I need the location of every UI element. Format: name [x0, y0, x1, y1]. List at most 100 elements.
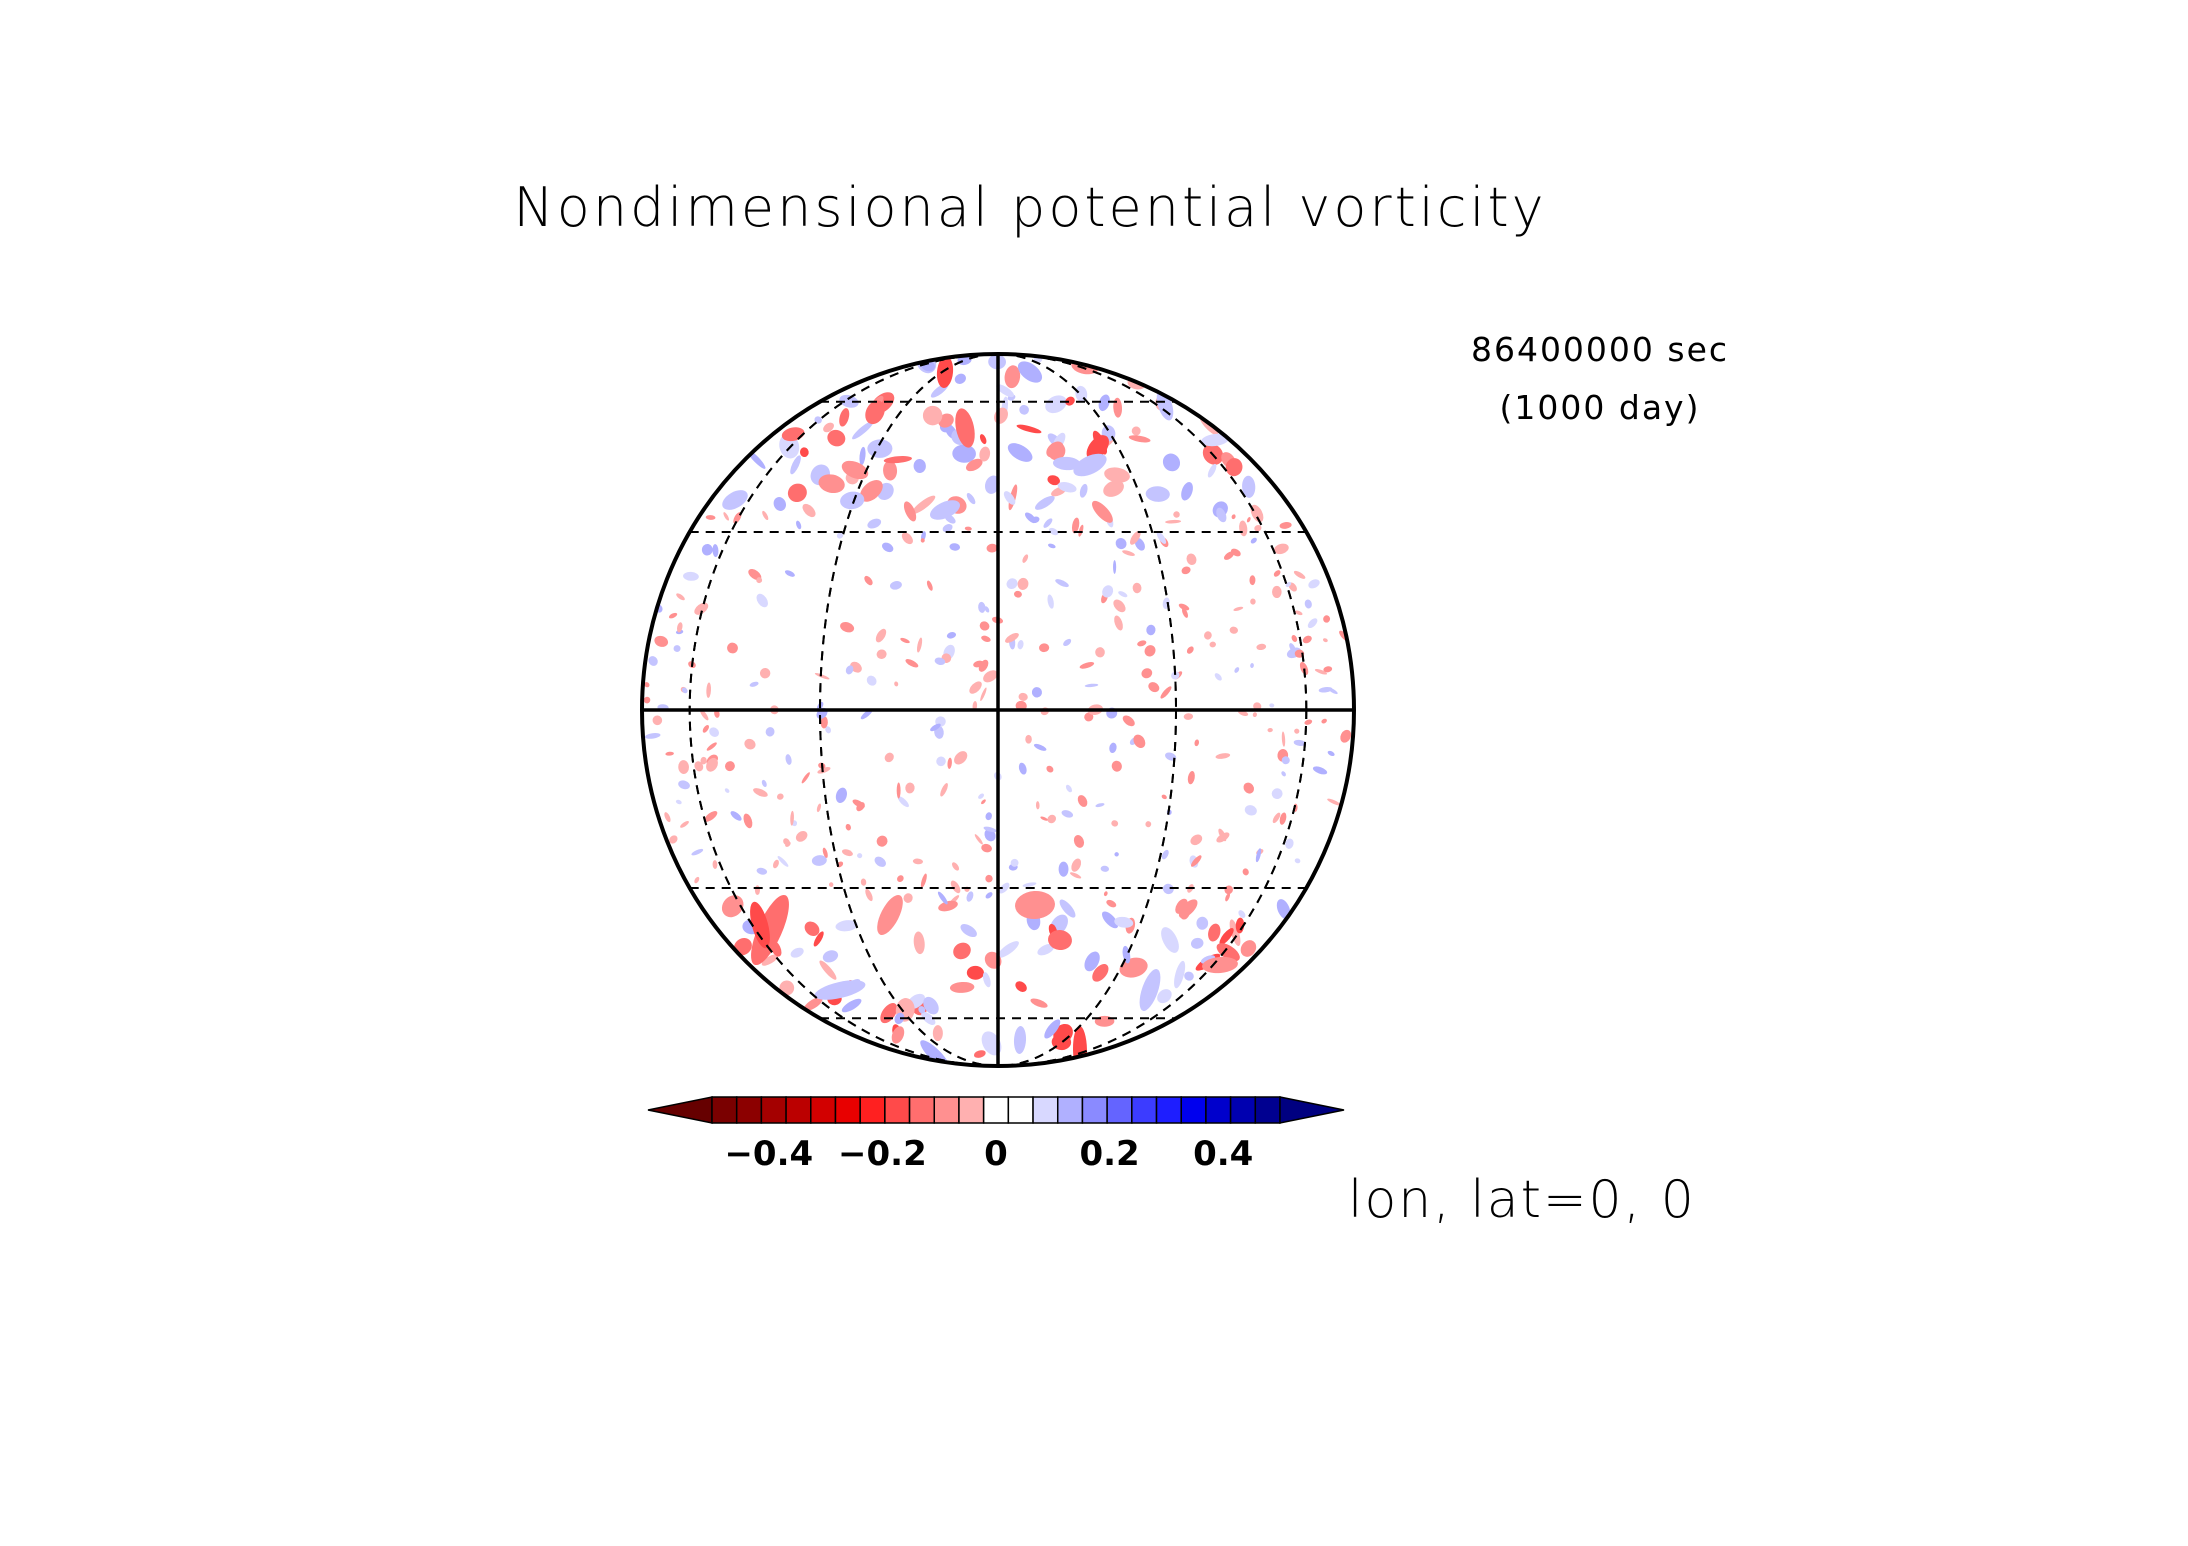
negative-vorticity-patch [1294, 728, 1300, 734]
negative-vorticity-patch [1272, 812, 1281, 824]
positive-vorticity-patch [1031, 516, 1040, 524]
positive-vorticity-patch [918, 1006, 926, 1014]
negative-vorticity-patch [903, 501, 917, 522]
negative-vorticity-patch [865, 888, 873, 902]
negative-vorticity-patch [1294, 610, 1303, 616]
positive-vorticity-patch [1003, 491, 1016, 505]
negative-vorticity-patch [1190, 834, 1203, 846]
negative-vorticity-patch [1018, 692, 1028, 701]
negative-vorticity-patch [814, 673, 830, 680]
positive-vorticity-patch [1095, 803, 1105, 808]
positive-vorticity-patch [835, 920, 858, 932]
positive-vorticity-patch [857, 853, 863, 859]
view-center-label: lon, lat=0, 0 [1348, 1170, 1696, 1230]
positive-vorticity-patch [836, 532, 844, 539]
negative-vorticity-patch [1130, 530, 1141, 545]
negative-vorticity-patch [896, 782, 901, 799]
positive-vorticity-patch [675, 799, 682, 805]
positive-vorticity-patch [984, 475, 1000, 494]
negative-vorticity-patch [1252, 712, 1257, 718]
negative-vorticity-patch [680, 820, 689, 828]
positive-vorticity-patch [1156, 531, 1167, 544]
negative-vorticity-patch [817, 767, 831, 774]
positive-vorticity-patch [790, 455, 801, 475]
positive-vorticity-patch [1102, 585, 1114, 598]
colorbar-tick-label: 0.4 [1193, 1134, 1254, 1174]
positive-vorticity-patch [1216, 507, 1227, 523]
positive-vorticity-patch [1162, 883, 1174, 895]
positive-vorticity-patch [1308, 579, 1320, 589]
negative-vorticity-patch [1321, 718, 1327, 724]
positive-vorticity-patch [822, 950, 839, 963]
vorticity-feature [877, 894, 903, 936]
colorbar-cell [810, 1096, 837, 1124]
positive-vorticity-patch [1289, 643, 1296, 653]
negative-vorticity-patch [1017, 577, 1029, 590]
negative-vorticity-patch [1216, 943, 1240, 962]
globe-outline [640, 352, 1356, 1068]
positive-vorticity-patch [1114, 916, 1134, 928]
positive-vorticity-patch [1181, 482, 1193, 501]
negative-vorticity-patch [979, 621, 990, 631]
positive-vorticity-patch [1293, 739, 1306, 746]
negative-vorticity-patch [1137, 640, 1147, 647]
positive-vorticity-patch [1134, 538, 1145, 551]
positive-vorticity-patch [1113, 560, 1117, 574]
positive-vorticity-patch [1057, 482, 1077, 493]
negative-vorticity-patch [702, 725, 710, 733]
negative-vorticity-patch [1273, 570, 1281, 577]
negative-vorticity-patch [756, 577, 763, 584]
negative-vorticity-patch [664, 812, 671, 823]
positive-vorticity-patch [852, 421, 874, 440]
positive-vorticity-patch [1162, 453, 1181, 472]
colorbar-cell [1056, 1096, 1084, 1124]
vorticity-feature [1161, 927, 1179, 953]
positive-vorticity-patch [1019, 404, 1029, 415]
negative-vorticity-patch [1104, 467, 1130, 483]
negative-vorticity-patch [1040, 816, 1048, 821]
negative-vorticity-patch [1209, 641, 1216, 648]
positive-vorticity-patch [825, 726, 832, 734]
negative-vorticity-patch [1302, 635, 1312, 644]
positive-vorticity-patch [999, 882, 1010, 894]
negative-vorticity-patch [973, 1050, 986, 1058]
positive-vorticity-patch [1065, 784, 1073, 793]
negative-vorticity-patch [860, 878, 867, 886]
positive-vorticity-patch [936, 756, 946, 767]
negative-vorticity-patch [1235, 917, 1245, 934]
negative-vorticity-patch [1148, 682, 1160, 693]
positive-vorticity-patch [982, 972, 991, 988]
positive-vorticity-patch [985, 812, 992, 821]
positive-vorticity-patch [1048, 543, 1056, 549]
negative-vorticity-patch [900, 637, 910, 644]
colorbar-cell [1229, 1096, 1257, 1124]
negative-vorticity-patch [762, 510, 769, 521]
positive-vorticity-patch [1304, 599, 1312, 609]
positive-vorticity-patch [1271, 788, 1283, 800]
positive-vorticity-patch [1269, 703, 1275, 708]
positive-vorticity-patch [1276, 899, 1291, 920]
vorticity-feature [1048, 929, 1072, 951]
negative-vorticity-patch [823, 422, 834, 433]
negative-vorticity-patch [790, 810, 794, 826]
negative-vorticity-patch [1128, 435, 1151, 443]
positive-vorticity-patch [1196, 916, 1209, 930]
negative-vorticity-patch [706, 742, 717, 751]
positive-vorticity-patch [996, 384, 1015, 398]
negative-vorticity-patch [891, 1026, 905, 1044]
vorticity-feature [751, 894, 789, 966]
negative-vorticity-patch [1079, 662, 1095, 669]
negative-vorticity-patch [802, 503, 816, 518]
positive-vorticity-patch [952, 444, 976, 463]
negative-vorticity-patch [799, 447, 809, 457]
positive-vorticity-patch [1048, 527, 1059, 536]
positive-vorticity-patch [1059, 899, 1076, 918]
negative-vorticity-patch [938, 900, 958, 912]
positive-vorticity-patch [930, 723, 941, 732]
positive-vorticity-patch [946, 632, 957, 639]
negative-vorticity-patch [883, 460, 898, 481]
negative-vorticity-patch [986, 543, 998, 553]
negative-vorticity-patch [980, 687, 987, 702]
negative-vorticity-patch [1078, 524, 1084, 537]
negative-vorticity-patch [1186, 646, 1194, 654]
